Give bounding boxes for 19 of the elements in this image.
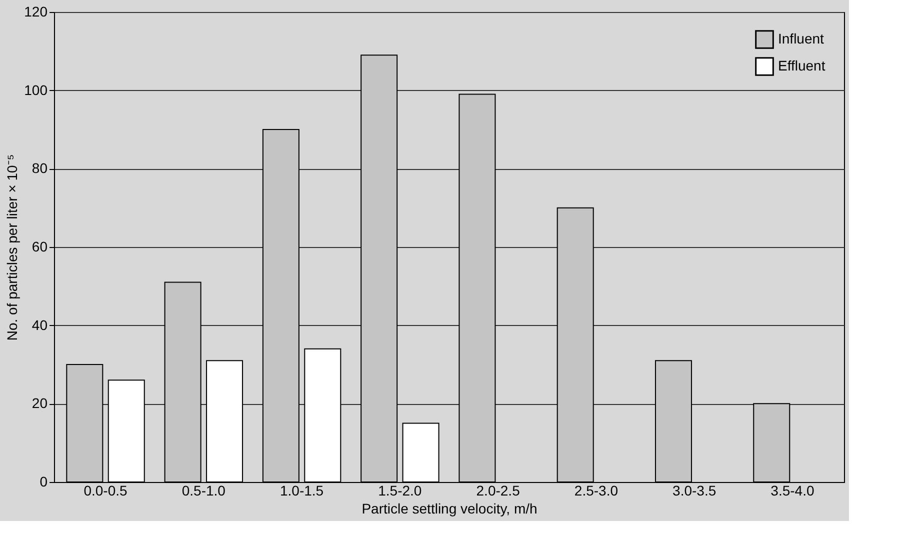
x-tick-label: 1.0-1.5 (280, 482, 324, 498)
x-axis-title: Particle settling velocity, m/h (362, 500, 538, 516)
y-tick-label: 60 (32, 238, 48, 254)
y-axis-title: No. of particles per liter × 10⁻⁵ (4, 154, 20, 341)
x-tick-label: 3.5-4.0 (770, 482, 814, 498)
x-tick-label: 0.5-1.0 (182, 482, 226, 498)
x-tick-label: 1.5-2.0 (378, 482, 422, 498)
y-tick-label: 0 (40, 474, 48, 490)
legend-label: Influent (778, 30, 824, 46)
x-tick-label: 3.0-3.5 (672, 482, 716, 498)
y-tick-label: 40 (32, 316, 48, 333)
y-tick-label: 120 (24, 4, 48, 20)
x-tick-label: 2.0-2.5 (476, 482, 520, 498)
y-tick-label: 100 (24, 82, 48, 98)
x-tick-label: 0.0-0.5 (84, 482, 128, 498)
y-tick-label: 80 (32, 160, 48, 176)
legend-label: Effluent (778, 58, 826, 74)
y-tick-label: 20 (32, 395, 48, 412)
x-tick-label: 2.5-3.0 (574, 482, 618, 498)
